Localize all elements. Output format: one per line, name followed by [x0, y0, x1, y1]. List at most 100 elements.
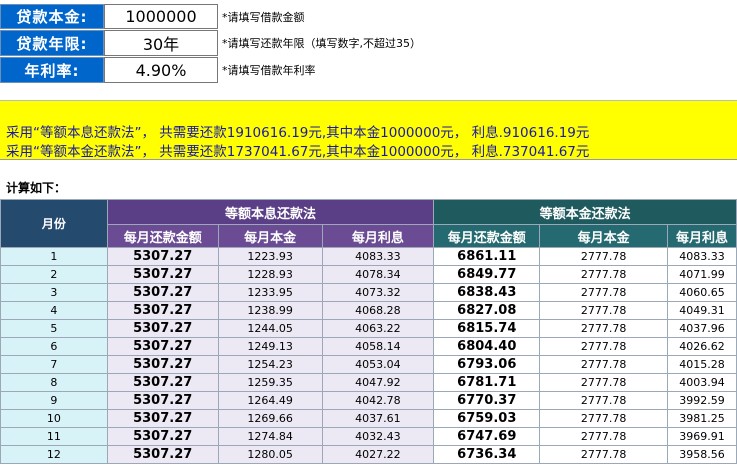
month-cell[interactable]: 2	[0, 265, 108, 284]
principal-a-cell[interactable]: 1228.93	[217, 265, 323, 284]
principal-a-cell[interactable]: 1280.05	[217, 445, 323, 464]
interest-a-cell[interactable]: 4053.04	[321, 355, 435, 374]
principal-b-cell[interactable]: 2777.78	[539, 409, 668, 428]
principal-a-cell[interactable]: 1233.95	[217, 283, 323, 302]
interest-a-cell[interactable]: 4068.28	[321, 301, 435, 320]
principal-b-cell[interactable]: 2777.78	[539, 337, 668, 356]
payment-b-cell[interactable]: 6781.71	[433, 373, 541, 392]
month-cell[interactable]: 7	[0, 355, 108, 374]
month-header: 月份	[0, 199, 108, 248]
table-row: 2 5307.27 1228.93 4078.34 6849.77 2777.78 4071…	[0, 265, 737, 284]
group-header-equal-principal: 等额本金还款法	[433, 199, 737, 225]
payment-a-cell[interactable]: 5307.27	[106, 283, 219, 302]
principal-b-cell[interactable]: 2777.78	[539, 319, 668, 338]
interest-b-cell[interactable]: 4003.94	[666, 373, 737, 392]
principal-a-cell[interactable]: 1264.49	[217, 391, 323, 410]
interest-b-cell[interactable]: 4037.96	[666, 319, 737, 338]
interest-a-cell[interactable]: 4073.32	[321, 283, 435, 302]
payment-b-cell[interactable]: 6849.77	[433, 265, 541, 284]
payment-a-cell[interactable]: 5307.27	[106, 301, 219, 320]
payment-a-cell[interactable]: 5307.27	[106, 355, 219, 374]
interest-a-cell[interactable]: 4027.22	[321, 445, 435, 464]
table-row: 9 5307.27 1264.49 4042.78 6770.37 2777.78 3992…	[0, 391, 737, 410]
principal-a-cell[interactable]: 1249.13	[217, 337, 323, 356]
payment-b-cell[interactable]: 6827.08	[433, 301, 541, 320]
payment-b-cell[interactable]: 6804.40	[433, 337, 541, 356]
month-cell[interactable]: 10	[0, 409, 108, 428]
principal-b-cell[interactable]: 2777.78	[539, 427, 668, 446]
month-cell[interactable]: 1	[0, 247, 108, 266]
interest-a-cell[interactable]: 4037.61	[321, 409, 435, 428]
loan-principal-note: *请填写借款金额	[222, 10, 305, 24]
payment-a-cell[interactable]: 5307.27	[106, 265, 219, 284]
payment-a-cell[interactable]: 5307.27	[106, 445, 219, 464]
interest-b-cell[interactable]: 4026.62	[666, 337, 737, 356]
payment-a-cell[interactable]: 5307.27	[106, 247, 219, 266]
principal-a-cell[interactable]: 1223.93	[217, 247, 323, 266]
month-cell[interactable]: 5	[0, 319, 108, 338]
payment-b-cell[interactable]: 6861.11	[433, 247, 541, 266]
interest-b-cell[interactable]: 4060.65	[666, 283, 737, 302]
payment-a-cell[interactable]: 5307.27	[106, 391, 219, 410]
interest-b-cell[interactable]: 4083.33	[666, 247, 737, 266]
payment-a-cell[interactable]: 5307.27	[106, 409, 219, 428]
interest-b-cell[interactable]: 4071.99	[666, 265, 737, 284]
principal-a-cell[interactable]: 1274.84	[217, 427, 323, 446]
payment-b-cell[interactable]: 6736.34	[433, 445, 541, 464]
month-cell[interactable]: 4	[0, 301, 108, 320]
interest-b-cell[interactable]: 3969.91	[666, 427, 737, 446]
principal-a-cell[interactable]: 1269.66	[217, 409, 323, 428]
col-header-monthly-payment-a: 每月还款金额	[106, 224, 219, 248]
principal-b-cell[interactable]: 2777.78	[539, 355, 668, 374]
table-row: 1 5307.27 1223.93 4083.33 6861.11 2777.78 4083…	[0, 247, 737, 266]
month-cell[interactable]: 8	[0, 373, 108, 392]
annual-rate-field[interactable]: 4.90%	[104, 57, 218, 83]
month-cell[interactable]: 9	[0, 391, 108, 410]
loan-term-field[interactable]: 30年	[104, 30, 218, 56]
payment-a-cell[interactable]: 5307.27	[106, 373, 219, 392]
interest-b-cell[interactable]: 4015.28	[666, 355, 737, 374]
payment-b-cell[interactable]: 6759.03	[433, 409, 541, 428]
interest-a-cell[interactable]: 4058.14	[321, 337, 435, 356]
interest-b-cell[interactable]: 4049.31	[666, 301, 737, 320]
month-cell[interactable]: 6	[0, 337, 108, 356]
interest-a-cell[interactable]: 4042.78	[321, 391, 435, 410]
loan-principal-field[interactable]: 1000000	[104, 4, 218, 29]
loan-term-note: *请填写还款年限（填写数字,不超过35）	[222, 37, 421, 50]
interest-a-cell[interactable]: 4032.43	[321, 427, 435, 446]
payment-a-cell[interactable]: 5307.27	[106, 427, 219, 446]
payment-b-cell[interactable]: 6770.37	[433, 391, 541, 410]
principal-b-cell[interactable]: 2777.78	[539, 391, 668, 410]
annual-rate-note: *请填写借款年利率	[222, 64, 316, 77]
payment-b-cell[interactable]: 6838.43	[433, 283, 541, 302]
loan-term-label: 贷款年限:	[0, 30, 104, 56]
interest-b-cell[interactable]: 3992.59	[666, 391, 737, 410]
principal-a-cell[interactable]: 1238.99	[217, 301, 323, 320]
principal-b-cell[interactable]: 2777.78	[539, 265, 668, 284]
principal-b-cell[interactable]: 2777.78	[539, 301, 668, 320]
month-cell[interactable]: 3	[0, 283, 108, 302]
payment-b-cell[interactable]: 6747.69	[433, 427, 541, 446]
payment-b-cell[interactable]: 6815.74	[433, 319, 541, 338]
month-cell[interactable]: 11	[0, 427, 108, 446]
payment-a-cell[interactable]: 5307.27	[106, 337, 219, 356]
principal-b-cell[interactable]: 2777.78	[539, 445, 668, 464]
interest-b-cell[interactable]: 3981.25	[666, 409, 737, 428]
interest-a-cell[interactable]: 4063.22	[321, 319, 435, 338]
summary-panel: 采用“等额本息还款法”， 共需要还款1910616.19元,其中本金100000…	[0, 100, 737, 160]
interest-b-cell[interactable]: 3958.56	[666, 445, 737, 464]
payment-a-cell[interactable]: 5307.27	[106, 319, 219, 338]
interest-a-cell[interactable]: 4047.92	[321, 373, 435, 392]
interest-a-cell[interactable]: 4083.33	[321, 247, 435, 266]
month-cell[interactable]: 12	[0, 445, 108, 464]
principal-a-cell[interactable]: 1254.23	[217, 355, 323, 374]
principal-a-cell[interactable]: 1259.35	[217, 373, 323, 392]
principal-a-cell[interactable]: 1244.05	[217, 319, 323, 338]
principal-b-cell[interactable]: 2777.78	[539, 283, 668, 302]
interest-a-cell[interactable]: 4078.34	[321, 265, 435, 284]
principal-b-cell[interactable]: 2777.78	[539, 247, 668, 266]
col-header-monthly-interest-a: 每月利息	[321, 224, 435, 248]
table-row: 6 5307.27 1249.13 4058.14 6804.40 2777.78 4026…	[0, 337, 737, 356]
payment-b-cell[interactable]: 6793.06	[433, 355, 541, 374]
principal-b-cell[interactable]: 2777.78	[539, 373, 668, 392]
